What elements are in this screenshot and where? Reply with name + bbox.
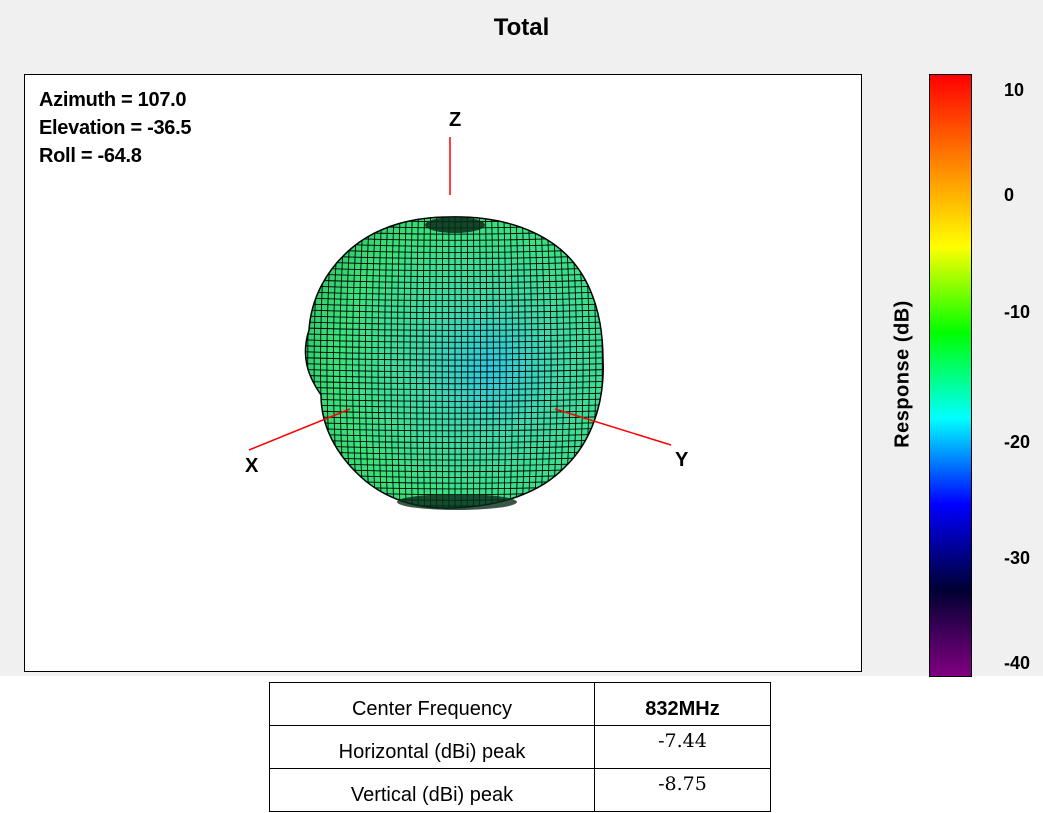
x-axis-label: X <box>245 455 259 477</box>
colorbar-tick: 0 <box>1004 185 1015 205</box>
z-axis-label: Z <box>449 109 462 131</box>
colorbar-tick: -20 <box>1004 432 1031 452</box>
row-label: Vertical (dBi) peak <box>269 768 595 812</box>
horizontal-peak-value: -7.44 <box>594 725 771 769</box>
row-label: Horizontal (dBi) peak <box>269 725 595 769</box>
colorbar <box>929 74 972 677</box>
y-axis-label: Y <box>675 449 689 471</box>
radiation-pattern-surface <box>304 216 604 510</box>
table-row: Vertical (dBi) peak -8.75 <box>269 768 771 812</box>
y-axis-line <box>554 408 672 446</box>
colorbar-tick: 10 <box>1004 80 1025 100</box>
pattern-window: Total <box>0 0 1043 677</box>
azimuth-readout: Azimuth = 107.0 <box>39 89 187 111</box>
row-label: Center Frequency <box>269 682 595 726</box>
colorbar-tick: -10 <box>1004 302 1031 322</box>
colorbar-title: Response (dB) <box>891 300 914 448</box>
x-axis-line <box>248 408 351 451</box>
colorbar-tick: -30 <box>1004 548 1031 568</box>
3d-plot-panel[interactable]: Azimuth = 107.0 Elevation = -36.5 Roll =… <box>24 74 862 672</box>
colorbar-tick: -40 <box>1004 653 1031 673</box>
elevation-readout: Elevation = -36.5 <box>39 117 192 139</box>
info-table: Center Frequency 832MHz Horizontal (dBi)… <box>269 682 771 812</box>
center-frequency-value: 832MHz <box>594 682 771 726</box>
vertical-peak-value: -8.75 <box>594 768 771 812</box>
table-row: Horizontal (dBi) peak -7.44 <box>269 725 771 769</box>
roll-readout: Roll = -64.8 <box>39 145 142 167</box>
window-title: Total <box>493 14 550 41</box>
radiation-pattern-plot[interactable] <box>25 75 861 671</box>
table-row: Center Frequency 832MHz <box>269 682 771 726</box>
